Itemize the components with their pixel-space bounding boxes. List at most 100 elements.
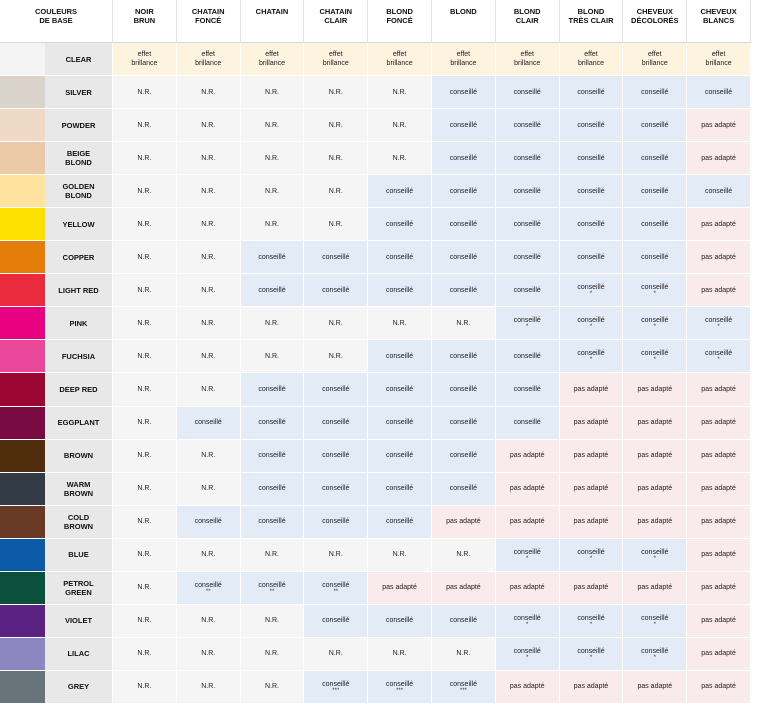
compatibility-cell: conseillé: [240, 472, 305, 506]
compatibility-cell: conseillé: [304, 472, 369, 506]
cell-label: conseillé: [513, 548, 541, 556]
compatibility-cell: N.R.: [113, 571, 177, 605]
cell-label: effet brillance: [258, 51, 286, 68]
compatibility-cell: conseillé: [304, 274, 369, 308]
cell-label: conseillé: [513, 352, 541, 360]
compatibility-cell: N.R.: [113, 670, 177, 704]
cell-label: conseillé: [322, 680, 350, 688]
compatibility-cell: conseillé: [240, 274, 305, 308]
compatibility-cell: N.R.: [240, 637, 305, 671]
compatibility-cell: conseillé: [304, 604, 369, 638]
compatibility-cell: pas adapté: [687, 208, 751, 242]
compatibility-cell: pas adapté: [368, 571, 432, 605]
compatibility-cell: conseillé: [431, 175, 496, 209]
cell-label: N.R.: [137, 518, 152, 526]
footnote-marker: ***: [332, 687, 340, 694]
cell-label: conseillé: [641, 284, 669, 292]
compatibility-cell: conseillé: [559, 142, 624, 176]
column-header: NOIR BRUN: [113, 0, 177, 43]
cell-label: pas adapté: [637, 518, 673, 526]
cell-label: effet brillance: [577, 51, 605, 68]
base-color-name: FUCHSIA: [45, 340, 113, 374]
footnote-marker: **: [333, 588, 339, 595]
compatibility-cell: N.R.: [113, 241, 177, 275]
base-color-name: LIGHT RED: [45, 274, 113, 308]
compatibility-cell: pas adapté: [687, 142, 751, 176]
cell-label: N.R.: [456, 650, 471, 658]
base-color-name: LILAC: [45, 637, 113, 671]
compatibility-cell: N.R.: [176, 604, 241, 638]
cell-label: N.R.: [201, 386, 216, 394]
footnote-marker: *: [589, 357, 593, 364]
compatibility-cell: N.R.: [304, 76, 369, 110]
compatibility-cell: pas adapté: [687, 604, 751, 638]
cell-label: conseillé: [449, 286, 478, 294]
cell-label: N.R.: [456, 551, 471, 559]
cell-label: conseillé: [513, 154, 541, 162]
compatibility-cell: effet brillance: [431, 43, 496, 77]
cell-label: effet brillance: [705, 51, 732, 68]
cell-label: conseillé: [513, 419, 541, 427]
cell-label: N.R.: [201, 650, 216, 658]
compatibility-cell: conseillé *: [559, 637, 624, 671]
cell-label: N.R.: [392, 319, 407, 327]
compatibility-cell: conseillé **: [240, 571, 305, 605]
compatibility-cell: conseillé *: [623, 538, 688, 572]
compatibility-cell: N.R.: [431, 538, 496, 572]
compatibility-cell: pas adapté: [623, 472, 688, 506]
cell-label: N.R.: [328, 121, 343, 129]
compatibility-cell: N.R.: [176, 208, 241, 242]
compatibility-cell: pas adapté: [431, 505, 496, 539]
footnote-marker: ***: [459, 687, 467, 694]
compatibility-cell: conseillé: [431, 340, 496, 374]
cell-label: pas adapté: [573, 584, 609, 592]
cell-label: pas adapté: [701, 452, 736, 460]
footnote-marker: *: [526, 555, 529, 562]
cell-label: conseillé: [577, 548, 605, 556]
compatibility-cell: conseillé: [240, 373, 305, 407]
cell-label: N.R.: [137, 584, 152, 592]
cell-label: pas adapté: [573, 452, 609, 460]
cell-label: pas adapté: [701, 518, 736, 526]
cell-label: N.R.: [137, 220, 152, 228]
cell-label: N.R.: [137, 88, 152, 96]
compatibility-cell: conseillé: [431, 472, 496, 506]
cell-label: conseillé: [322, 617, 350, 625]
cell-label: N.R.: [201, 121, 216, 129]
compatibility-cell: conseillé: [559, 76, 624, 110]
cell-label: conseillé: [258, 253, 286, 261]
compatibility-cell: effet brillance: [559, 43, 624, 77]
cell-label: pas adapté: [701, 584, 736, 592]
cell-label: effet brillance: [450, 51, 477, 68]
cell-label: conseillé: [194, 518, 222, 526]
compatibility-cell: N.R.: [240, 175, 305, 209]
compatibility-cell: conseillé: [495, 241, 560, 275]
cell-label: N.R.: [137, 683, 152, 691]
compatibility-cell: N.R.: [304, 340, 369, 374]
cell-label: conseillé: [449, 617, 478, 625]
compatibility-cell: conseillé: [623, 175, 688, 209]
compatibility-cell: N.R.: [113, 175, 177, 209]
cell-label: pas adapté: [637, 452, 673, 460]
compatibility-cell: conseillé: [368, 472, 432, 506]
cell-label: conseillé: [577, 121, 605, 129]
compatibility-cell: conseillé *: [495, 604, 560, 638]
compatibility-cell: pas adapté: [559, 406, 624, 440]
cell-label: conseillé: [194, 581, 222, 589]
compatibility-cell: conseillé: [495, 208, 560, 242]
cell-label: conseillé: [449, 88, 478, 96]
compatibility-cell: N.R.: [113, 109, 177, 143]
compatibility-cell: conseillé: [240, 505, 305, 539]
color-swatch: [0, 604, 45, 638]
color-swatch: [0, 670, 45, 704]
compatibility-cell: conseillé *: [623, 307, 688, 341]
compatibility-cell: conseillé ***: [431, 670, 496, 704]
compatibility-cell: effet brillance: [687, 43, 751, 77]
cell-label: pas adapté: [573, 485, 609, 493]
cell-label: conseillé: [513, 253, 541, 261]
cell-label: conseillé: [322, 386, 350, 394]
compatibility-cell: conseillé *: [495, 307, 560, 341]
footnote-marker: *: [653, 621, 656, 628]
base-color-name: BROWN: [45, 439, 113, 473]
cell-label: pas adapté: [573, 386, 609, 394]
